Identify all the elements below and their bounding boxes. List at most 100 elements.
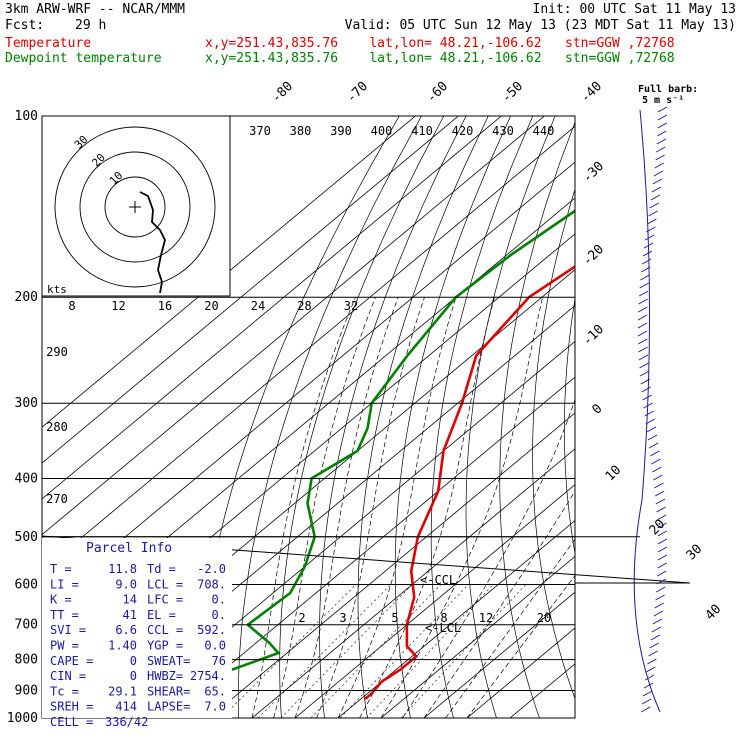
- wind-barb: [657, 106, 668, 113]
- wind-units-label: Full barb:: [638, 84, 698, 95]
- isotherm-line: [42, 116, 545, 536]
- dry-adiabat-line: [655, 116, 740, 718]
- wind-barb: [657, 570, 667, 577]
- isotherm-label: 0: [589, 401, 605, 417]
- pressure-label: 500: [15, 530, 38, 545]
- mixing-ratio-line: [257, 584, 392, 718]
- wind-barb: [656, 514, 667, 521]
- parcel-info-title: Parcel Info: [86, 541, 172, 556]
- parcel-field-label: LI =: [50, 577, 79, 591]
- mixing-ratio-label: 3: [339, 611, 346, 625]
- parcel-field-value: 7.0: [204, 700, 226, 714]
- wind-barb: [638, 346, 648, 353]
- wind-barb: [649, 642, 659, 649]
- parcel-field-label: YGP =: [147, 639, 183, 653]
- valid-time: Valid: 05 UTC Sun 12 May 13 (23 MDT Sat …: [344, 18, 736, 33]
- parcel-field-value: 0.0: [204, 639, 226, 653]
- theta-e-label: 370: [249, 124, 271, 138]
- wind-barb: [657, 538, 668, 545]
- theta-e-label: 400: [371, 124, 393, 138]
- mixing-ratio-upper-label: 32: [344, 299, 358, 313]
- wind-barb: [638, 298, 648, 305]
- wind-barb: [644, 234, 655, 241]
- wind-barb: [655, 498, 666, 505]
- wind-barb: [647, 218, 657, 225]
- theta-e-label: 410: [411, 124, 433, 138]
- parcel-field-value: 76: [212, 654, 226, 668]
- isotherm-label: -80: [269, 79, 296, 106]
- theta-e-label: 440: [533, 124, 555, 138]
- theta-label: 290: [46, 345, 68, 359]
- wind-barb: [637, 338, 648, 345]
- wind-barb: [655, 594, 665, 601]
- parcel-field-value: 11.8: [108, 562, 137, 576]
- wind-barb: [650, 450, 660, 457]
- wind-barb: [642, 690, 653, 697]
- wind-barb: [657, 114, 668, 121]
- wind-barb: [652, 178, 663, 185]
- dry-adiabat-line: [625, 116, 711, 718]
- isotherm-line: [42, 161, 575, 607]
- dry-adiabat-line: [465, 116, 556, 718]
- parcel-field-value: -2.0: [197, 562, 226, 576]
- parcel-field-label: CAPE =: [50, 654, 93, 668]
- parcel-field-value: 592.: [197, 623, 226, 637]
- wind-barb: [641, 698, 652, 705]
- dry-adiabat-line: [532, 188, 575, 700]
- wind-barb: [651, 458, 661, 465]
- isotherm-line: [251, 448, 575, 718]
- wind-barb: [644, 410, 654, 417]
- mixing-ratio-line: [401, 584, 527, 718]
- wind-barb: [648, 210, 658, 217]
- isotherm-line: [509, 663, 575, 718]
- parcel-field-label: TT =: [50, 608, 79, 622]
- isotherm-label: 40: [703, 602, 725, 624]
- wind-barb: [649, 202, 659, 209]
- parcel-field-value: 0: [130, 669, 137, 683]
- parcel-field-value: 41: [123, 608, 137, 622]
- pressure-label: 900: [15, 683, 38, 698]
- moist-adiabat-line: [466, 575, 575, 718]
- wind-barb: [647, 434, 658, 441]
- mixing-ratio-upper-label: 16: [158, 299, 172, 313]
- wind-barb: [638, 290, 649, 297]
- isotherm-line: [208, 412, 575, 718]
- parcel-field-label: LCL =: [147, 577, 183, 591]
- wind-barb: [650, 194, 661, 201]
- wind-barb: [646, 426, 657, 433]
- parcel-field-value: 29.1: [108, 684, 137, 698]
- mixing-ratio-line: [310, 584, 442, 718]
- temperature-profile-line: [364, 265, 575, 700]
- isotherm-line: [380, 555, 575, 718]
- wind-barb: [657, 130, 667, 137]
- forecast-hour: 29 h: [75, 18, 107, 33]
- parcel-field-value: 6.6: [115, 623, 137, 637]
- ccl-marker: <-CCL: [420, 573, 456, 587]
- parcel-field-label: T =: [50, 562, 72, 576]
- wind-barb: [638, 354, 649, 361]
- wind-barb: [653, 610, 664, 617]
- isotherm-label: -70: [344, 79, 371, 106]
- parcel-field-value: 9.0: [115, 577, 137, 591]
- isotherm-line: [423, 591, 575, 718]
- moist-adiabat-line: [294, 297, 399, 718]
- dry-adiabat-line: [357, 116, 489, 718]
- wind-barb: [642, 250, 653, 257]
- mixing-ratio-label: 12: [479, 611, 493, 625]
- wind-barb: [637, 322, 648, 329]
- wind-barb: [642, 394, 652, 401]
- pressure-label: 300: [15, 396, 38, 411]
- wind-barb: [640, 274, 650, 281]
- mixing-ratio-upper-label: 12: [111, 299, 125, 313]
- wind-barb: [646, 666, 656, 673]
- moist-adiabat-line: [251, 297, 356, 718]
- parcel-field-label: PW =: [50, 639, 79, 653]
- isotherm-line: [165, 376, 575, 718]
- parcel-field-value: 0.: [212, 608, 226, 622]
- theta-e-label: 380: [290, 124, 312, 138]
- wind-barb: [638, 306, 648, 313]
- forecast-label: Fcst:: [5, 18, 45, 33]
- moist-adiabat-line: [337, 297, 457, 718]
- wind-barb: [651, 186, 662, 193]
